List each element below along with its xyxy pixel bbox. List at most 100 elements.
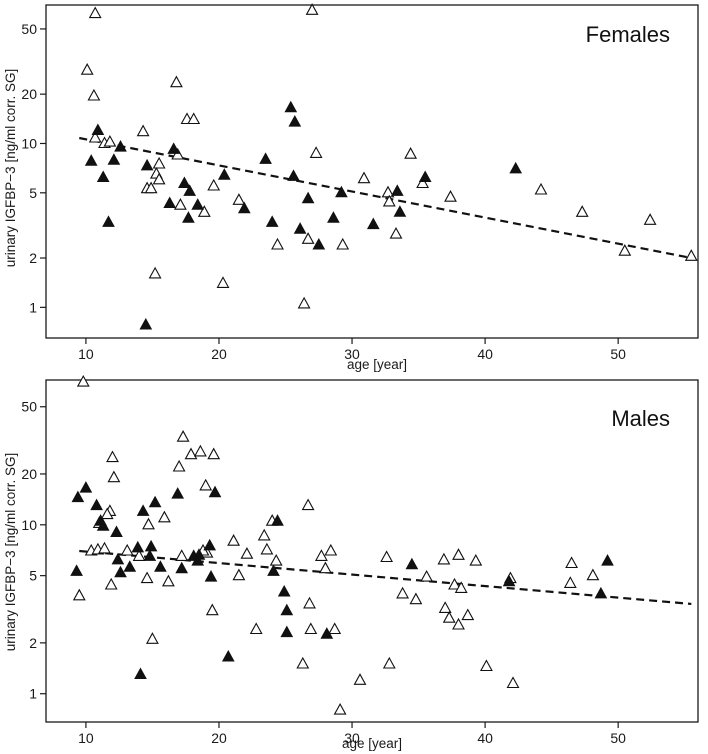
males-open-triangle-point bbox=[120, 543, 134, 556]
females-filled-triangle-point bbox=[102, 215, 115, 227]
males-filled-triangle-point bbox=[203, 538, 217, 551]
males-filled-triangle-point bbox=[320, 627, 334, 639]
females-filled-triangle-point bbox=[191, 198, 205, 210]
females-filled-triangle-point bbox=[183, 184, 197, 196]
males-filled-triangle-point bbox=[271, 514, 284, 526]
males-open-triangle-point bbox=[304, 622, 318, 635]
males-filled-triangle-point bbox=[131, 540, 145, 553]
females-open-triangle-point bbox=[173, 198, 187, 210]
females-y-axis-title: urinary IGFBP−3 [ng/ml corr. SG] bbox=[3, 69, 18, 267]
females-x-axis-title: age [year] bbox=[347, 357, 407, 372]
females-open-triangle-point bbox=[336, 237, 350, 250]
males-open-triangle-point bbox=[442, 611, 456, 623]
males-open-triangle-point bbox=[438, 601, 452, 613]
females-open-triangle-point bbox=[88, 130, 102, 143]
females-filled-triangle-point bbox=[327, 211, 340, 223]
females-filled-triangle-point bbox=[163, 196, 177, 208]
females-filled-triangle-point bbox=[366, 217, 380, 230]
males-filled-triangle-point bbox=[111, 552, 125, 565]
males-open-triangle-point bbox=[106, 450, 119, 463]
males-y-tick-label: 5 bbox=[29, 568, 37, 584]
males-open-triangle-point bbox=[161, 574, 175, 587]
males-filled-triangle-point bbox=[136, 504, 150, 516]
males-trend-line bbox=[79, 549, 692, 606]
females-plot-frame bbox=[45, 4, 699, 339]
females-filled-triangle-point bbox=[293, 222, 307, 234]
males-open-triangle-point bbox=[175, 549, 189, 561]
males-plot-frame bbox=[45, 379, 699, 723]
males-open-triangle-point bbox=[240, 547, 254, 559]
males-filled-triangle-point bbox=[502, 574, 516, 587]
males-open-triangle-point bbox=[104, 577, 118, 590]
males-filled-triangle-point bbox=[71, 490, 85, 503]
females-filled-triangle-point bbox=[335, 185, 348, 198]
females-open-triangle-point bbox=[404, 147, 418, 159]
females-y-tick-label: 1 bbox=[29, 299, 37, 315]
males-open-triangle-point bbox=[382, 656, 396, 669]
females-open-triangle-point bbox=[88, 6, 102, 19]
males-open-triangle-point bbox=[227, 534, 241, 546]
females-open-triangle-point bbox=[136, 124, 150, 137]
males-open-triangle-point bbox=[409, 592, 423, 605]
females-open-triangle-point bbox=[232, 193, 246, 205]
males-x-tick-label: 20 bbox=[211, 730, 227, 746]
females-open-triangle-point bbox=[357, 171, 371, 184]
males-open-triangle-point bbox=[249, 622, 263, 635]
males-open-triangle-point bbox=[72, 588, 86, 601]
males-filled-triangle-point bbox=[123, 560, 137, 572]
females-x-tick-label: 20 bbox=[211, 346, 227, 362]
males-open-triangle-point bbox=[437, 552, 451, 565]
males-open-triangle-point bbox=[314, 549, 328, 561]
males-open-triangle-point bbox=[333, 702, 347, 715]
females-y-tick-label: 50 bbox=[21, 21, 37, 37]
males-open-triangle-point bbox=[176, 430, 190, 442]
females-filled-triangle-point bbox=[301, 191, 315, 204]
females-x-tick-label: 10 bbox=[78, 346, 94, 362]
females-y-tick-label: 20 bbox=[21, 86, 37, 102]
females-filled-triangle-point bbox=[259, 152, 272, 164]
males-y-tick-label: 10 bbox=[21, 517, 37, 533]
males-open-triangle-point bbox=[452, 548, 465, 560]
males-x-axis-title: age [year] bbox=[342, 736, 402, 751]
females-open-triangle-point bbox=[207, 178, 221, 191]
females-x-tick-label: 40 bbox=[477, 346, 493, 362]
males-open-triangle-point bbox=[353, 673, 367, 685]
females-open-triangle-point bbox=[103, 134, 117, 147]
males-open-triangle-point bbox=[132, 549, 146, 561]
males-open-triangle-point bbox=[328, 622, 342, 635]
females-filled-triangle-point bbox=[287, 169, 300, 181]
females-open-triangle-point bbox=[389, 226, 403, 239]
females-open-triangle-point bbox=[80, 63, 94, 75]
males-filled-triangle-point bbox=[175, 561, 189, 574]
males-open-triangle-point bbox=[448, 577, 461, 590]
males-filled-triangle-point bbox=[114, 565, 127, 578]
females-filled-triangle-point bbox=[288, 115, 302, 127]
females-filled-triangle-point bbox=[91, 123, 105, 135]
males-open-triangle-point bbox=[107, 470, 121, 483]
females-filled-triangle-point bbox=[265, 215, 279, 227]
females-filled-triangle-point bbox=[390, 184, 404, 196]
males-open-triangle-point bbox=[452, 617, 465, 630]
males-open-triangle-point bbox=[184, 447, 198, 460]
males-filled-triangle-point bbox=[134, 667, 147, 679]
females-open-triangle-point bbox=[309, 146, 323, 158]
males-open-triangle-point bbox=[324, 543, 338, 556]
females-open-triangle-point bbox=[187, 112, 201, 125]
females-y-tick-label: 10 bbox=[21, 135, 37, 151]
males-x-tick-label: 50 bbox=[610, 730, 626, 746]
females-filled-triangle-point bbox=[312, 237, 326, 250]
males-open-triangle-point bbox=[469, 553, 483, 566]
females-open-triangle-point bbox=[534, 182, 548, 195]
males-y-tick-label: 2 bbox=[29, 635, 37, 651]
males-open-triangle-point bbox=[586, 568, 600, 581]
males-y-tick-label: 50 bbox=[21, 399, 37, 415]
females-filled-triangle-point bbox=[509, 161, 523, 174]
females-open-triangle-point bbox=[381, 185, 395, 198]
females-filled-triangle-point bbox=[418, 170, 432, 182]
males-x-tick-label: 30 bbox=[344, 730, 360, 746]
females-open-triangle-point bbox=[216, 276, 230, 288]
males-filled-triangle-point bbox=[191, 554, 205, 566]
males-filled-triangle-point bbox=[208, 485, 222, 498]
males-open-triangle-point bbox=[172, 459, 186, 472]
